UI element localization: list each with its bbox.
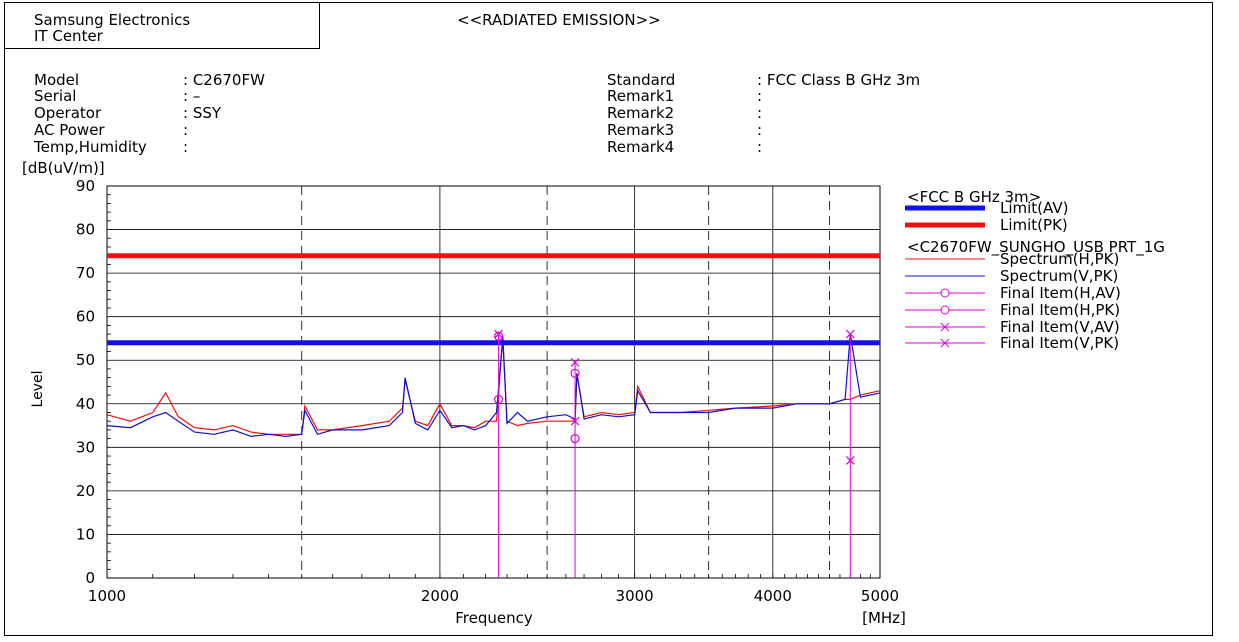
legend-label: Final Item(V,PK): [1000, 334, 1119, 352]
x-axis-label: Frequency: [455, 609, 533, 627]
x-unit-label: [MHz]: [862, 609, 906, 627]
legend-label: Spectrum(H,PK): [1000, 250, 1119, 268]
legend-label: Spectrum(V,PK): [1000, 267, 1118, 285]
y-tick-label: 90: [76, 177, 95, 195]
legend-label: Limit(AV): [1000, 199, 1068, 217]
y-tick-label: 20: [76, 482, 95, 500]
x-tick-label: 2000: [421, 587, 459, 605]
legend-label: Final Item(H,AV): [1000, 284, 1121, 302]
legend-label: Limit(PK): [1000, 216, 1068, 234]
y-tick-label: 80: [76, 221, 95, 239]
y-unit-label: [dB(uV/m)]: [22, 159, 105, 177]
x-tick-label: 3000: [616, 587, 654, 605]
y-axis-label: Level: [30, 371, 46, 408]
y-tick-label: 0: [85, 569, 95, 587]
plot-area: [107, 186, 880, 578]
y-tick-label: 40: [76, 395, 95, 413]
legend-label: Final Item(H,PK): [1000, 301, 1120, 319]
y-tick-label: 10: [76, 525, 95, 543]
x-tick-label: 1000: [88, 587, 126, 605]
y-tick-label: 50: [76, 351, 95, 369]
x-tick-label: 4000: [754, 587, 792, 605]
y-tick-label: 70: [76, 264, 95, 282]
spectrum-line: [107, 336, 880, 434]
x-tick-label: 5000: [861, 587, 899, 605]
y-tick-label: 60: [76, 308, 95, 326]
y-tick-label: 30: [76, 438, 95, 456]
legend-marker: [941, 306, 949, 314]
legend-marker: [941, 289, 949, 297]
